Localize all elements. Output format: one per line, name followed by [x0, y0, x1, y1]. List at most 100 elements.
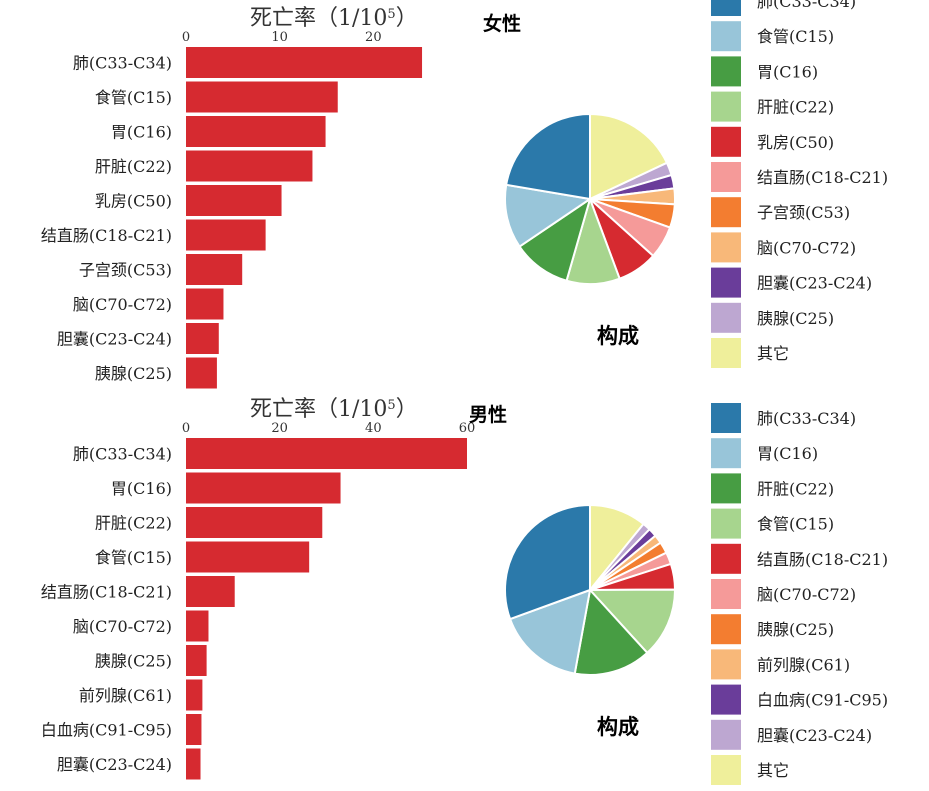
- male-bar-chart-title: 死亡率（1/105）: [250, 397, 418, 422]
- male-legend-label: 胆囊(C23-C24): [757, 726, 872, 745]
- male-legend-swatch: [711, 508, 741, 539]
- female-bar-chart-title: 死亡率（1/105）: [250, 6, 418, 31]
- male-category-label: 前列腺(C61): [79, 686, 172, 705]
- female-pie-title: 构成: [597, 324, 639, 348]
- female-category-label: 脑(C70-C72): [73, 295, 172, 314]
- female-category-label: 食管(C15): [95, 88, 172, 107]
- male-panel-label: 男性: [469, 403, 507, 426]
- male-bar: [186, 714, 202, 745]
- female-legend-label: 肺(C33-C34): [757, 0, 856, 11]
- female-category-label: 肺(C33-C34): [73, 54, 172, 73]
- female-pie-slice: [589, 113, 668, 200]
- male-legend-label: 食管(C15): [757, 515, 834, 534]
- female-bar: [186, 323, 219, 354]
- male-legend-swatch: [711, 684, 741, 715]
- female-legend-swatch: [711, 91, 741, 122]
- female-bar: [186, 81, 338, 113]
- male-bar: [186, 610, 209, 642]
- female-bar: [186, 47, 423, 78]
- male-legend-label: 白血病(C91-C95): [757, 691, 888, 710]
- male-pie-slice: [573, 589, 649, 676]
- male-legend: 肺(C33-C34) 胃(C16) 肝脏(C22) 食管(C15) 结直肠(C18-C2…: [711, 403, 888, 785]
- female-legend-swatch: [711, 126, 741, 157]
- female-legend-swatch: [711, 56, 741, 87]
- female-category-label: 乳房(C50): [95, 192, 172, 211]
- male-x-tick-label: 0: [182, 421, 190, 436]
- female-category-label: 胃(C16): [111, 123, 172, 142]
- female-legend-label: 乳房(C50): [757, 133, 834, 152]
- female-legend-swatch: [711, 267, 741, 298]
- male-legend-swatch: [711, 719, 741, 750]
- male-legend-label: 肝脏(C22): [757, 479, 834, 498]
- male-category-label: 脑(C70-C72): [73, 617, 172, 636]
- male-bar: [186, 576, 235, 607]
- female-category-label: 肝脏(C22): [95, 157, 172, 176]
- male-bar: [186, 438, 467, 469]
- female-x-tick-label: 20: [365, 30, 382, 45]
- female-category-label: 结直肠(C18-C21): [41, 226, 172, 245]
- female-panel-label: 女性: [483, 12, 521, 35]
- female-x-tick-label: 0: [182, 30, 190, 45]
- male-legend-swatch: [711, 473, 741, 504]
- female-legend-label: 其它: [757, 344, 789, 363]
- female-legend-label: 子宫颈(C53): [757, 203, 850, 222]
- male-legend-swatch: [711, 438, 741, 469]
- female-category-label: 胆囊(C23-C24): [57, 330, 172, 349]
- male-category-label: 肺(C33-C34): [73, 445, 172, 464]
- female-x-tick-label: 10: [271, 30, 288, 45]
- female-legend-swatch: [711, 302, 741, 333]
- female-bar: [186, 116, 326, 147]
- male-legend-label: 结直肠(C18-C21): [757, 550, 888, 569]
- male-pie-slice: [503, 504, 591, 621]
- female-bar: [186, 219, 266, 251]
- male-legend-label: 胃(C16): [757, 444, 818, 463]
- male-legend-label: 肺(C33-C34): [757, 409, 856, 428]
- male-category-label: 胆囊(C23-C24): [57, 755, 172, 774]
- male-category-label: 肝脏(C22): [95, 514, 172, 533]
- female-pie-slice: [505, 113, 591, 200]
- male-bar: [186, 507, 323, 538]
- male-legend-swatch: [711, 543, 741, 574]
- female-legend-swatch: [711, 0, 741, 16]
- male-legend-label: 胰腺(C25): [757, 620, 834, 639]
- female-legend-label: 脑(C70-C72): [757, 238, 856, 257]
- female-category-label: 胰腺(C25): [95, 364, 172, 383]
- male-pie-slice: [509, 589, 591, 675]
- female-legend-label: 胰腺(C25): [757, 309, 834, 328]
- female-legend-label: 肝脏(C22): [757, 98, 834, 117]
- male-legend-swatch: [711, 755, 741, 785]
- female-legend-label: 食管(C15): [757, 27, 834, 46]
- male-category-label: 结直肠(C18-C21): [41, 583, 172, 602]
- male-bar: [186, 541, 310, 573]
- male-x-tick-label: 20: [271, 421, 288, 436]
- male-x-tick-label: 40: [365, 421, 382, 436]
- female-legend-swatch: [711, 232, 741, 263]
- female-legend-swatch: [711, 21, 741, 52]
- male-bar-chart: 死亡率（1/105） 0 20 40 60 肺(C33-C34) 胃(C16) 肝脏(C22)…: [41, 397, 507, 780]
- male-legend-label: 其它: [757, 761, 789, 780]
- female-legend-label: 结直肠(C18-C21): [757, 168, 888, 187]
- female-pie-slice: [503, 183, 591, 248]
- female-legend-swatch: [711, 197, 741, 228]
- female-bar: [186, 357, 217, 389]
- female-bar: [186, 185, 282, 216]
- male-pie-slice: [589, 588, 677, 654]
- male-x-tick-label: 60: [459, 421, 476, 436]
- male-legend-swatch: [711, 579, 741, 609]
- male-category-label: 白血病(C91-C95): [41, 721, 172, 740]
- male-bar: [186, 748, 201, 780]
- female-category-label: 子宫颈(C53): [79, 261, 172, 280]
- female-legend-swatch: [711, 338, 741, 368]
- male-category-label: 食管(C15): [95, 548, 172, 567]
- male-legend-swatch: [711, 403, 741, 433]
- female-legend-swatch: [711, 162, 741, 192]
- male-category-label: 胃(C16): [111, 479, 172, 498]
- male-legend-swatch: [711, 649, 741, 680]
- male-legend-label: 前列腺(C61): [757, 655, 850, 674]
- male-legend-label: 脑(C70-C72): [757, 585, 856, 604]
- female-bar: [186, 288, 224, 320]
- female-legend-label: 胃(C16): [757, 62, 818, 81]
- female-bar-chart: 死亡率（1/105） 0 10 20 肺(C33-C34) 食管(C15) 胃(C16) 肝脏…: [41, 6, 521, 389]
